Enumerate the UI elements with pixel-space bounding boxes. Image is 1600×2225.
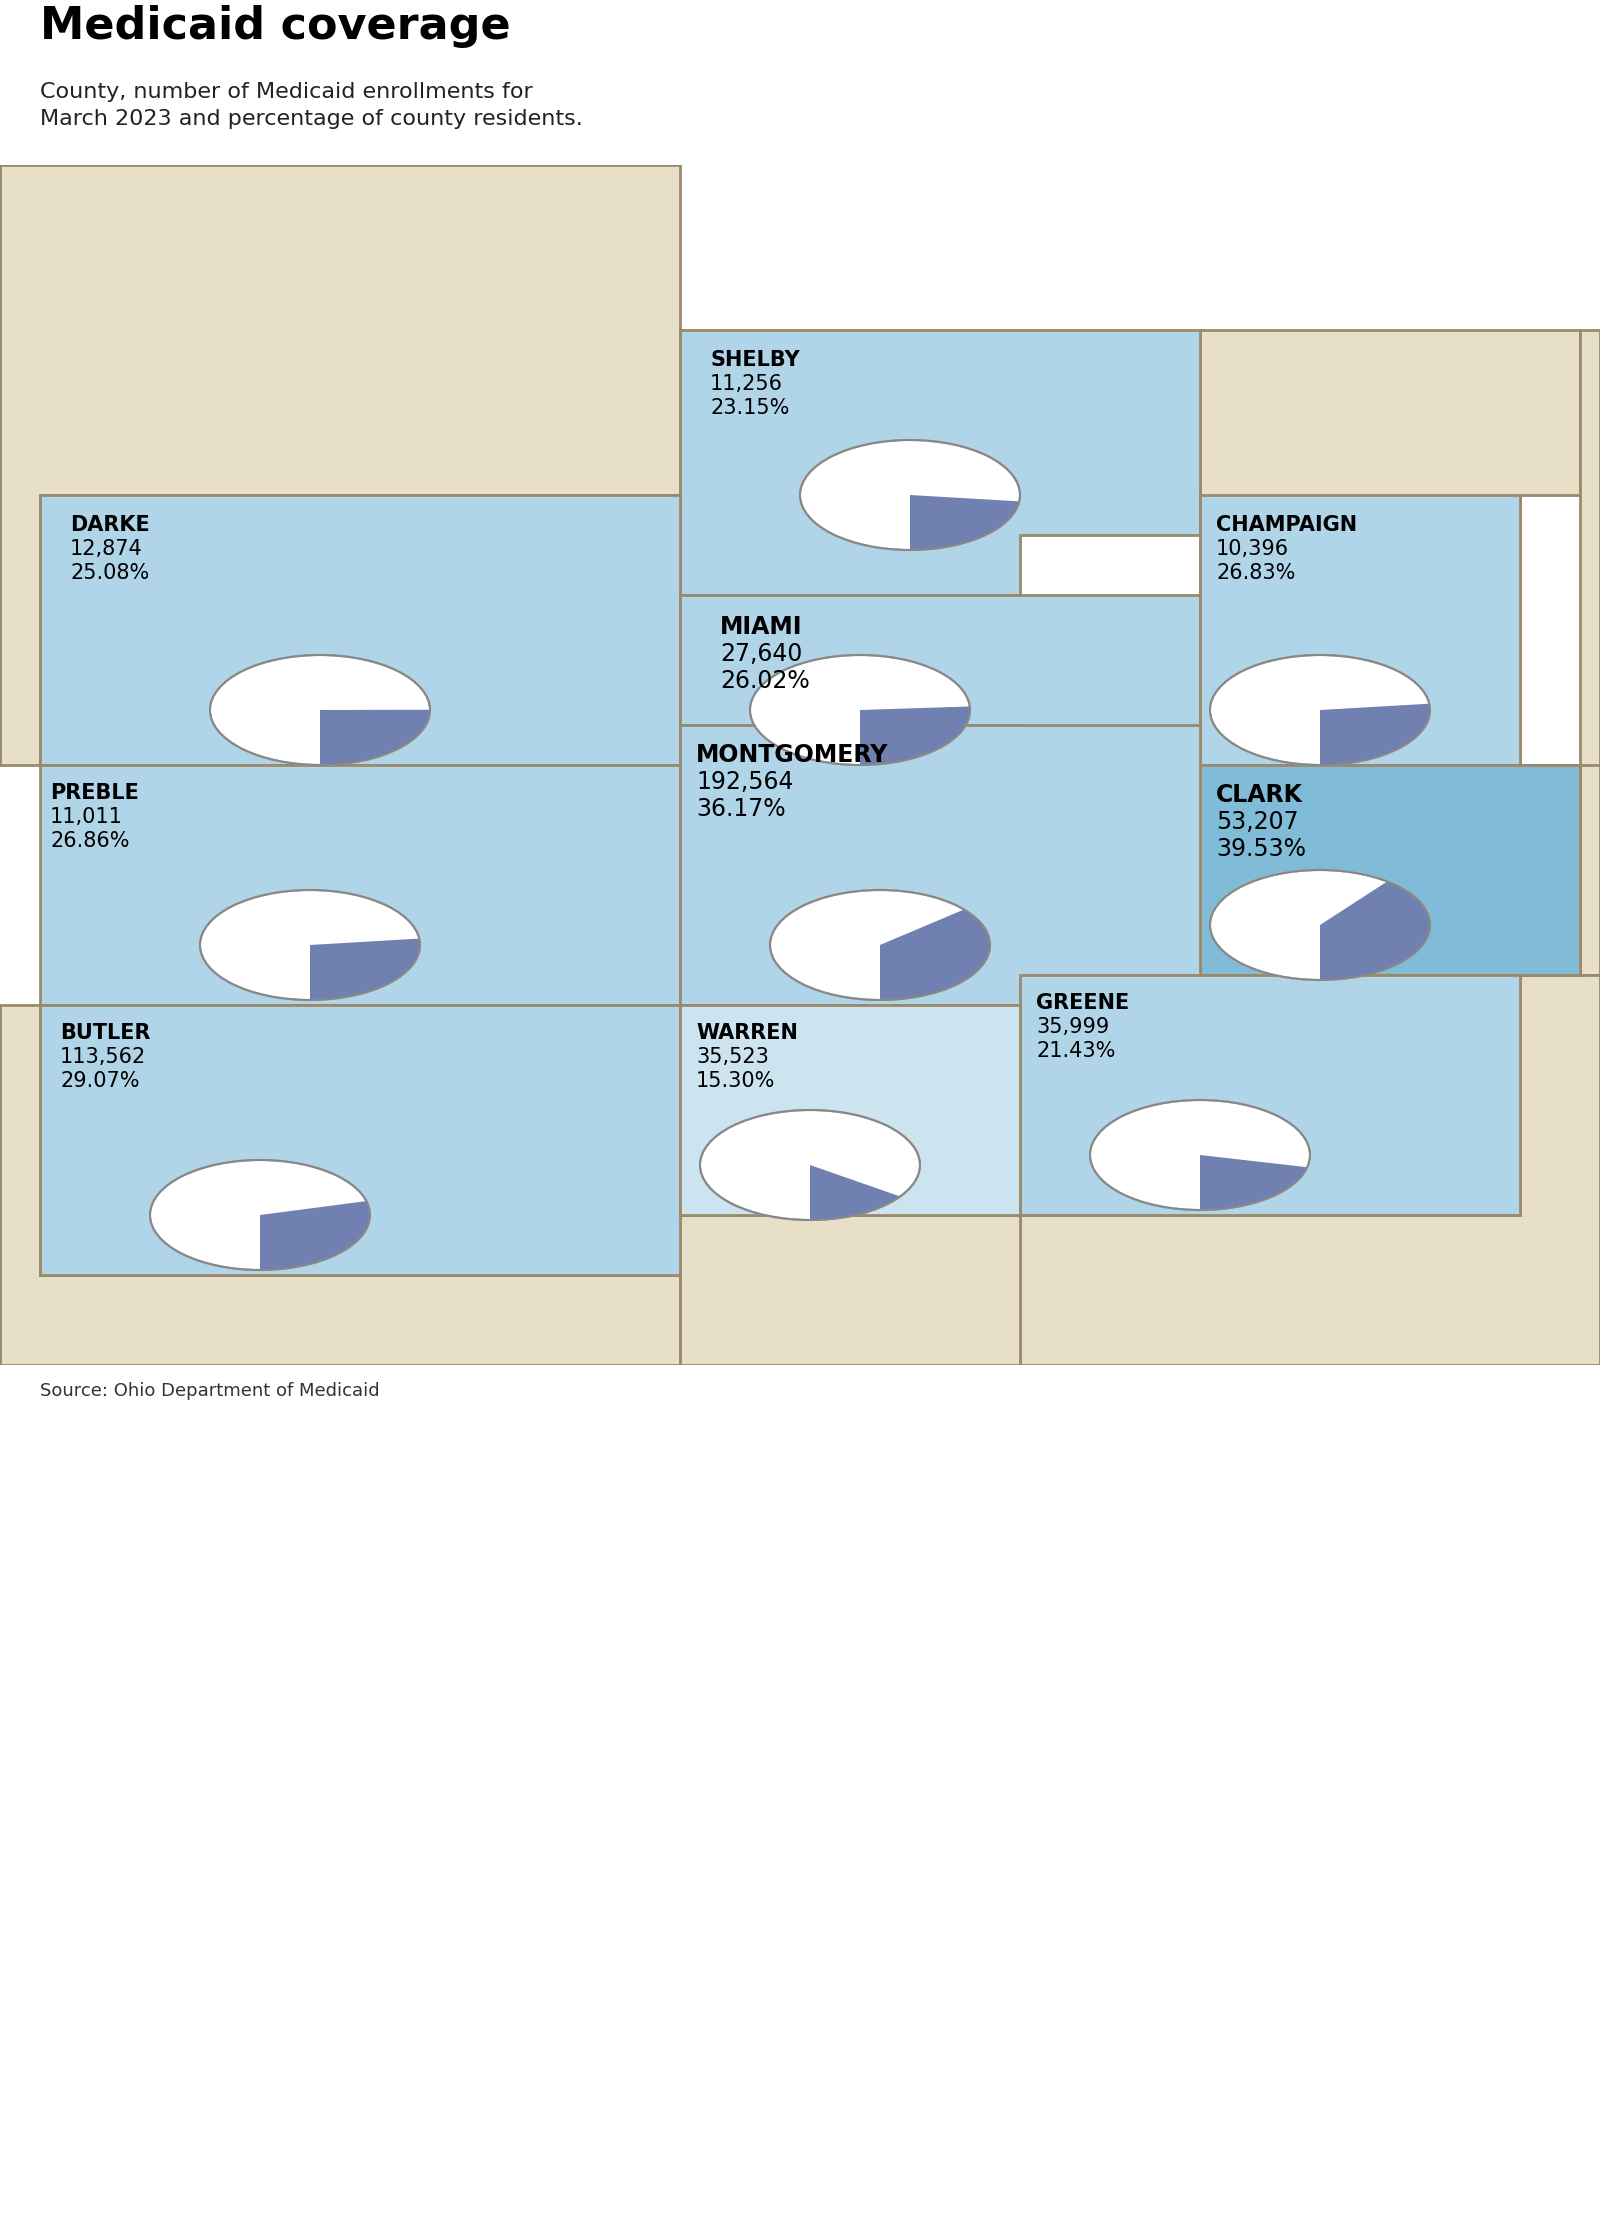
Text: 35,523: 35,523 [696, 1048, 770, 1068]
Circle shape [150, 1159, 370, 1270]
Text: County, number of Medicaid enrollments for
March 2023 and percentage of county r: County, number of Medicaid enrollments f… [40, 82, 582, 129]
Polygon shape [680, 1006, 1021, 1215]
Text: BUTLER: BUTLER [61, 1024, 150, 1044]
Circle shape [750, 654, 970, 765]
Polygon shape [1021, 975, 1600, 1364]
Circle shape [210, 654, 430, 765]
Circle shape [701, 1110, 920, 1219]
Polygon shape [40, 494, 680, 765]
Circle shape [200, 890, 419, 999]
Wedge shape [861, 708, 970, 765]
Text: MIAMI: MIAMI [720, 614, 803, 639]
Text: 25.08%: 25.08% [70, 563, 149, 583]
Text: GREENE: GREENE [1037, 992, 1130, 1012]
Text: 12,874: 12,874 [70, 538, 142, 558]
Text: SHELBY: SHELBY [710, 349, 800, 369]
Polygon shape [40, 1006, 680, 1275]
Text: 10,396: 10,396 [1216, 538, 1290, 558]
Polygon shape [1200, 329, 1581, 765]
Polygon shape [680, 725, 1200, 1006]
Circle shape [1090, 1099, 1310, 1210]
Polygon shape [1200, 494, 1520, 765]
Text: DARKE: DARKE [70, 514, 150, 534]
Polygon shape [0, 165, 680, 765]
Text: 29.07%: 29.07% [61, 1070, 139, 1090]
Text: CLARK: CLARK [1216, 783, 1302, 808]
Text: 21.43%: 21.43% [1037, 1041, 1115, 1061]
Text: Source: Ohio Department of Medicaid: Source: Ohio Department of Medicaid [40, 1382, 379, 1400]
Text: 11,256: 11,256 [710, 374, 782, 394]
Polygon shape [680, 594, 1200, 765]
Text: 11,011: 11,011 [50, 808, 123, 828]
Text: 27,640: 27,640 [720, 643, 802, 665]
Text: 35,999: 35,999 [1037, 1017, 1109, 1037]
Circle shape [800, 441, 1021, 550]
Text: 39.53%: 39.53% [1216, 837, 1306, 861]
Text: 15.30%: 15.30% [696, 1070, 776, 1090]
Polygon shape [40, 765, 680, 1006]
Wedge shape [810, 1166, 901, 1219]
Polygon shape [1581, 329, 1600, 975]
Polygon shape [1021, 975, 1520, 1215]
Text: WARREN: WARREN [696, 1024, 798, 1044]
Polygon shape [1200, 765, 1581, 975]
Wedge shape [1320, 881, 1430, 979]
Text: 23.15%: 23.15% [710, 398, 789, 418]
Polygon shape [680, 329, 1200, 594]
Text: 26.86%: 26.86% [50, 830, 130, 850]
Text: 26.83%: 26.83% [1216, 563, 1296, 583]
Text: 53,207: 53,207 [1216, 810, 1299, 834]
Polygon shape [1520, 765, 1600, 975]
Polygon shape [0, 1006, 680, 1364]
Text: 113,562: 113,562 [61, 1048, 146, 1068]
Circle shape [1210, 654, 1430, 765]
Circle shape [1210, 870, 1430, 979]
Polygon shape [680, 1215, 1021, 1364]
Text: MONTGOMERY: MONTGOMERY [696, 743, 888, 768]
Text: CHAMPAIGN: CHAMPAIGN [1216, 514, 1357, 534]
Wedge shape [910, 494, 1019, 550]
Wedge shape [310, 939, 419, 999]
Text: 36.17%: 36.17% [696, 797, 786, 821]
Wedge shape [259, 1202, 370, 1270]
Text: Medicaid coverage: Medicaid coverage [40, 4, 510, 49]
Wedge shape [1200, 1155, 1307, 1210]
Text: PREBLE: PREBLE [50, 783, 139, 803]
Wedge shape [880, 910, 990, 999]
Wedge shape [1320, 703, 1430, 765]
Wedge shape [320, 710, 430, 765]
Text: 192,564: 192,564 [696, 770, 794, 794]
Text: 26.02%: 26.02% [720, 670, 810, 694]
Circle shape [770, 890, 990, 999]
